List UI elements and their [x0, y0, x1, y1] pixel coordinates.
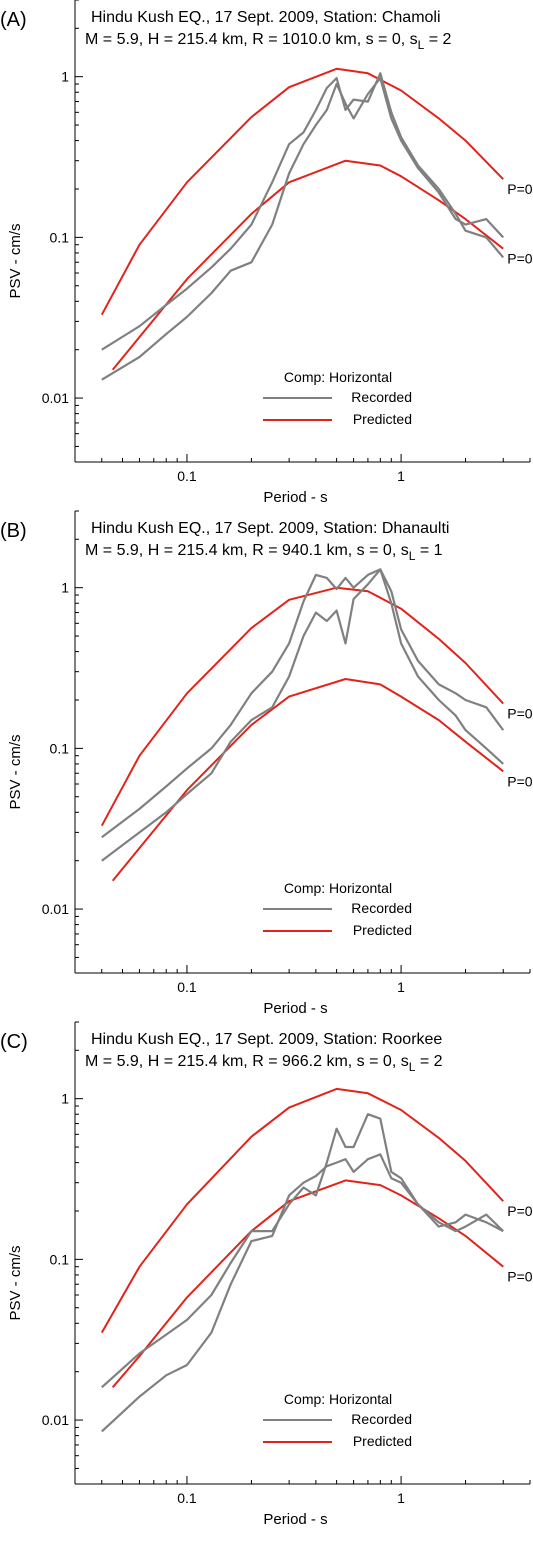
subtitle-main: M = 5.9, H = 215.4 km, R = 940.1 km, s =… — [85, 542, 409, 559]
chart-subtitle: M = 5.9, H = 215.4 km, R = 1010.0 km, s … — [85, 31, 452, 52]
curve-label: P=0.1 — [507, 1269, 533, 1285]
minor-ticks — [74, 1021, 531, 1485]
legend-title: Comp: Horizontal — [284, 1391, 392, 1407]
curve-label: P=0.9 — [507, 706, 533, 722]
chart-title: Hindu Kush EQ., 17 Sept. 2009, Station: … — [91, 9, 441, 26]
chart-title: Hindu Kush EQ., 17 Sept. 2009, Station: … — [91, 1031, 442, 1048]
y-tick-label: 0.1 — [50, 740, 70, 756]
subtitle-main: M = 5.9, H = 215.4 km, R = 1010.0 km, s … — [85, 31, 418, 48]
predicted-line-0 — [100, 1087, 504, 1334]
chart-panel-b: 0.01 0.1 1 0.1 1 Period - s PSV - cm/s (B) Hindu… — [0, 510, 533, 1017]
minor-ticks — [74, 510, 531, 974]
y-tick-label: 0.1 — [50, 1251, 70, 1267]
subtitle-end: = 2 — [415, 1053, 442, 1070]
curve-label: P=0.9 — [507, 1203, 533, 1219]
y-tick-label: 1 — [61, 69, 69, 85]
subtitle-end: = 2 — [424, 31, 451, 48]
recorded-line-2 — [101, 1113, 504, 1389]
x-tick-label: 0.1 — [177, 1490, 197, 1506]
x-tick-label: 0.1 — [177, 468, 197, 484]
predicted-line-1 — [111, 678, 504, 882]
recorded-line-2 — [101, 72, 505, 351]
chart-subtitle: M = 5.9, H = 215.4 km, R = 940.1 km, s =… — [85, 542, 443, 563]
x-axis-title: Period - s — [263, 1511, 327, 1528]
y-axis-title: PSV - cm/s — [7, 1245, 24, 1320]
y-tick-label: 0.01 — [42, 901, 69, 917]
legend: Comp: Horizontal Recorded Predicted — [263, 369, 412, 427]
predicted-line-0 — [100, 67, 504, 316]
recorded-line-3 — [101, 1153, 504, 1433]
x-tick-label: 1 — [397, 1490, 405, 1506]
legend-label: Predicted — [353, 922, 412, 938]
legend-title: Comp: Horizontal — [284, 880, 392, 896]
chart-panel-c: 0.01 0.1 1 0.1 1 Period - s PSV - cm/s (C) Hindu… — [0, 1021, 533, 1528]
subtitle-subscript: L — [418, 38, 425, 52]
subtitle-subscript: L — [409, 549, 416, 563]
predicted-line-1 — [111, 1179, 504, 1388]
legend: Comp: Horizontal Recorded Predicted — [263, 1391, 412, 1449]
curve-label: P=0.1 — [507, 773, 533, 789]
legend-label: Recorded — [351, 389, 412, 405]
y-tick-label: 0.01 — [42, 1412, 69, 1428]
legend-label: Predicted — [353, 1433, 412, 1449]
predicted-line-1 — [111, 159, 504, 371]
recorded-line-2 — [101, 568, 505, 839]
recorded-line-3 — [101, 568, 504, 862]
y-axis-title: PSV - cm/s — [7, 223, 24, 298]
legend-label: Recorded — [351, 1411, 412, 1427]
chart-panel-a: 0.01 0.1 1 0.1 1 Period - s PSV - cm/s (A) Hindu… — [0, 0, 533, 506]
legend: Comp: Horizontal Recorded Predicted — [263, 880, 412, 938]
chart-subtitle: M = 5.9, H = 215.4 km, R = 966.2 km, s =… — [85, 1053, 443, 1074]
y-tick-label: 1 — [61, 1091, 69, 1107]
curve-label: P=0.9 — [507, 181, 533, 197]
curve-label: P=0.1 — [507, 251, 533, 267]
legend-label: Predicted — [353, 411, 412, 427]
x-tick-label: 1 — [397, 468, 405, 484]
panel-label: (C) — [0, 1031, 28, 1053]
y-tick-label: 1 — [61, 580, 69, 596]
chart-title: Hindu Kush EQ., 17 Sept. 2009, Station: … — [91, 520, 449, 537]
y-tick-label: 0.01 — [42, 390, 69, 406]
y-tick-label: 0.1 — [50, 229, 70, 245]
x-axis-title: Period - s — [263, 489, 327, 506]
panel-label: (B) — [0, 520, 27, 542]
subtitle-subscript: L — [409, 1060, 416, 1074]
legend-label: Recorded — [351, 900, 412, 916]
y-axis-title: PSV - cm/s — [7, 734, 24, 809]
x-axis-title: Period - s — [263, 1000, 327, 1017]
subtitle-main: M = 5.9, H = 215.4 km, R = 966.2 km, s =… — [85, 1053, 409, 1070]
subtitle-end: = 1 — [415, 542, 442, 559]
panel-label: (A) — [0, 9, 27, 31]
legend-title: Comp: Horizontal — [284, 369, 392, 385]
x-tick-label: 0.1 — [177, 979, 197, 995]
x-tick-label: 1 — [397, 979, 405, 995]
recorded-line-3 — [101, 77, 505, 381]
minor-ticks — [74, 0, 531, 463]
